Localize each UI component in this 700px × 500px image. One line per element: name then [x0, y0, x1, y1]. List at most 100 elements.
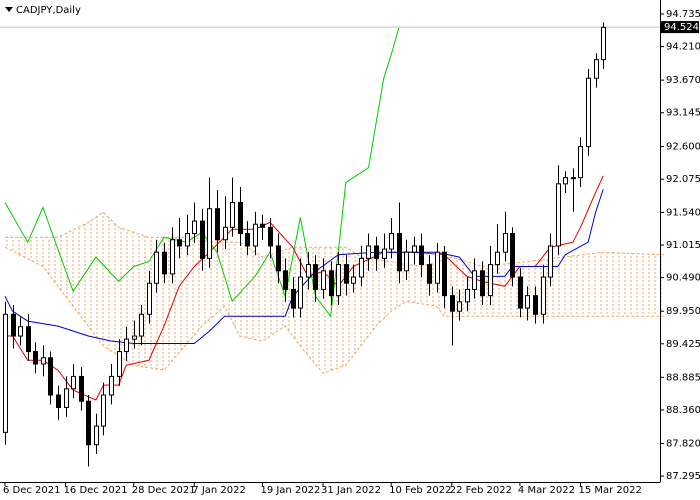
y-tick-label: 92.075: [666, 174, 700, 185]
candle-body: [238, 201, 243, 235]
candle-body: [109, 375, 114, 396]
candle-body: [185, 233, 190, 247]
chart-title: CADJPY,Daily: [16, 5, 81, 16]
candle-body: [480, 270, 485, 297]
candle-body: [170, 239, 175, 275]
candle-body: [64, 388, 69, 408]
candle-body: [71, 375, 76, 390]
candle-body: [268, 226, 273, 247]
candle-body: [571, 177, 576, 180]
candle-body: [177, 239, 182, 247]
candle-body: [147, 282, 152, 315]
y-tick-label: 89.950: [666, 306, 700, 317]
candle-body: [351, 276, 356, 284]
candle-body: [510, 233, 515, 278]
y-tick-label: 88.885: [666, 372, 700, 383]
candle-body: [601, 26, 606, 61]
candle-body: [200, 220, 205, 259]
y-tick-label: 91.540: [666, 207, 700, 218]
candle-body: [412, 245, 417, 253]
candle-body: [321, 270, 326, 290]
y-tick-label: 91.015: [666, 240, 700, 251]
candle-body: [518, 276, 523, 309]
title-icon: [5, 7, 13, 12]
candle-body: [162, 251, 167, 275]
candle-body: [586, 77, 591, 148]
y-tick-label: 93.145: [666, 108, 700, 119]
x-tick-label: 7 Jan 2022: [192, 485, 246, 496]
candle-body: [18, 326, 23, 337]
candle-body: [427, 264, 432, 284]
candle-body: [541, 276, 546, 315]
candle-body: [260, 223, 265, 228]
candle-body: [389, 233, 394, 250]
candle-body: [245, 233, 250, 247]
candle-body: [139, 313, 144, 337]
candle-body: [101, 394, 106, 427]
candle-body: [503, 233, 508, 253]
y-tick-label: 94.210: [666, 42, 700, 53]
candle-body: [26, 326, 31, 353]
candle-body: [117, 351, 122, 377]
candle-body: [298, 276, 303, 309]
candle-body: [548, 245, 553, 278]
x-tick-label: 31 Jan 2022: [321, 485, 381, 496]
plot-area: [0, 22, 664, 467]
x-tick-label: 15 Mar 2022: [578, 485, 641, 496]
candle-body: [124, 338, 129, 353]
candle-body: [397, 233, 402, 272]
y-tick-label: 90.490: [666, 273, 700, 284]
y-tick-label: 89.425: [666, 339, 700, 350]
y-tick-label: 87.295: [666, 471, 700, 482]
candle-body: [56, 394, 61, 408]
candle-body: [563, 177, 568, 185]
cloud-lower: [4, 246, 664, 374]
candle-body: [359, 257, 364, 278]
candle-body: [94, 425, 99, 446]
y-tick-label: 88.360: [666, 405, 700, 416]
candle-body: [578, 146, 583, 179]
candle-body: [533, 295, 538, 315]
x-tick-label: 22 Feb 2022: [450, 485, 512, 496]
x-tick-label: 19 Jan 2022: [260, 485, 320, 496]
candle-body: [450, 295, 455, 312]
candle-body: [291, 288, 296, 309]
candle-body: [33, 351, 38, 365]
y-tick-label: 92.600: [666, 142, 700, 153]
candle-body: [3, 313, 8, 433]
candle-body: [329, 270, 334, 297]
cloud-upper: [5, 211, 664, 268]
candle-body: [495, 251, 500, 266]
candle-body: [442, 251, 447, 297]
candle-body: [336, 264, 341, 297]
y-tick-label: 94.735: [666, 9, 700, 20]
y-tick-label: 87.820: [666, 438, 700, 449]
candle-body: [230, 201, 235, 228]
candle-body: [79, 375, 84, 402]
x-tick-label: 6 Dec 2021: [3, 485, 61, 496]
current-price-box: [661, 21, 699, 34]
candle-body: [283, 270, 288, 290]
candle-body: [465, 288, 470, 303]
candle-body: [306, 264, 311, 278]
candle-body: [192, 220, 197, 235]
candle-body: [154, 251, 159, 284]
candle-body: [11, 313, 16, 337]
candle-body: [457, 301, 462, 312]
candle-body: [404, 251, 409, 272]
candle-body: [366, 245, 371, 259]
y-tick-label: 93.670: [666, 75, 700, 86]
candle-body: [556, 183, 561, 247]
candle-body: [276, 245, 281, 272]
candle-body: [419, 245, 424, 266]
x-tick-label: 4 Mar 2022: [518, 485, 575, 496]
x-tick-label: 16 Dec 2021: [64, 485, 128, 496]
candle-body: [207, 208, 212, 259]
candle-body: [525, 295, 530, 309]
candle-body: [382, 248, 387, 259]
candle-body: [488, 264, 493, 297]
current-price-label: 94.524: [664, 22, 699, 33]
candle-body: [253, 223, 258, 247]
candle-body: [132, 335, 137, 340]
candle-body: [41, 357, 46, 365]
